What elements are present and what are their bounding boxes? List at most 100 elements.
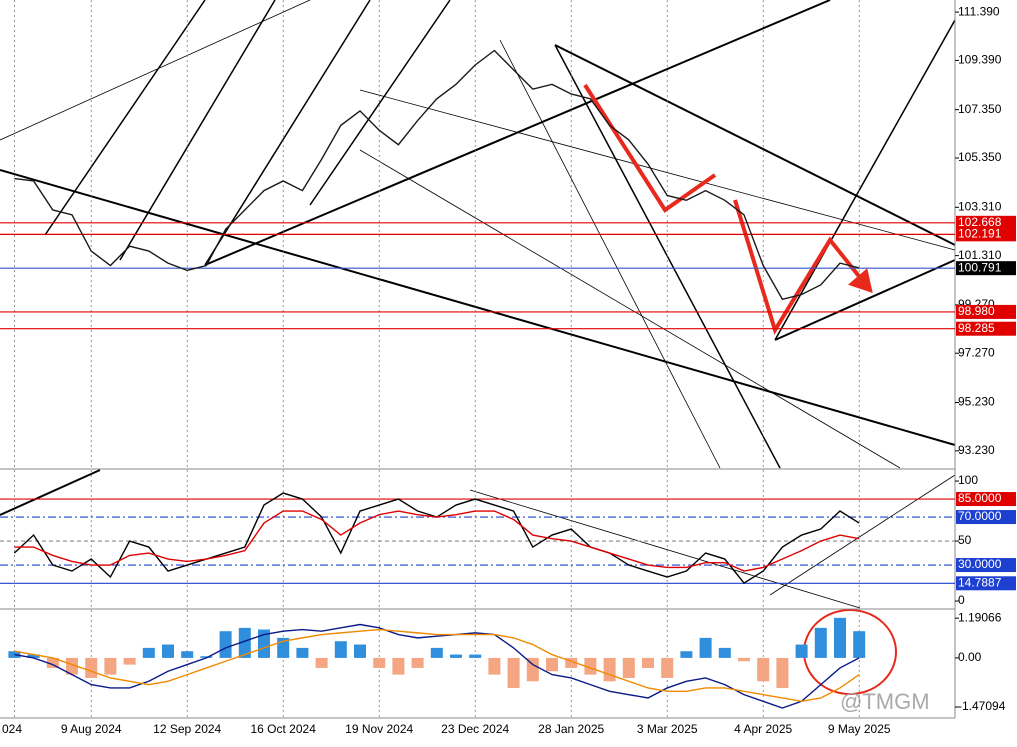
y-tick-label: 93.230 bbox=[958, 443, 995, 457]
y-tick-label: 95.230 bbox=[958, 395, 995, 409]
level-label: 70.0000 bbox=[958, 509, 1002, 523]
trend-line bbox=[769, 474, 956, 596]
y-tick-label: 0.00 bbox=[958, 650, 982, 664]
y-tick-label: 105.350 bbox=[958, 150, 1002, 164]
trend-line bbox=[0, 0, 311, 141]
histogram-bar bbox=[507, 657, 520, 688]
histogram-bar bbox=[603, 657, 616, 682]
histogram-bar bbox=[181, 651, 194, 658]
level-label: 85.0000 bbox=[958, 491, 1002, 505]
histogram-bar bbox=[162, 644, 174, 658]
level-label-bg bbox=[956, 227, 1016, 242]
level-label-bg bbox=[956, 261, 1016, 276]
level-label-bg bbox=[956, 558, 1016, 573]
trend-line bbox=[204, 0, 371, 266]
watermark: @TMGM bbox=[840, 689, 930, 714]
series-line bbox=[14, 628, 860, 703]
trend-line bbox=[0, 169, 956, 446]
histogram-bar bbox=[469, 654, 482, 658]
histogram-bar bbox=[450, 654, 462, 658]
histogram-bar bbox=[258, 629, 270, 658]
histogram-bar bbox=[104, 657, 117, 675]
histogram-bar bbox=[699, 637, 712, 658]
histogram-bar bbox=[795, 644, 808, 658]
histogram-bar bbox=[85, 657, 98, 678]
level-label-bg bbox=[956, 215, 1016, 230]
histogram-bar bbox=[354, 644, 366, 658]
level-label: 102.191 bbox=[958, 227, 1002, 241]
trend-line bbox=[119, 0, 276, 261]
x-tick-label: 3 Mar 2025 bbox=[637, 722, 698, 736]
arrow-head bbox=[848, 268, 873, 294]
trend-line bbox=[44, 0, 206, 236]
x-tick-label: 28 Jan 2025 bbox=[538, 722, 604, 736]
x-tick-label: 4 Apr 2025 bbox=[734, 722, 792, 736]
y-tick-label: 50 bbox=[958, 533, 972, 547]
histogram-bar bbox=[142, 647, 155, 658]
y-tick-label: 109.390 bbox=[958, 53, 1002, 67]
histogram-bar bbox=[296, 647, 309, 658]
y-tick-label: 111.390 bbox=[958, 4, 1000, 18]
histogram-bar bbox=[488, 657, 501, 675]
histogram-bar bbox=[546, 657, 558, 672]
histogram-bar bbox=[392, 657, 405, 675]
level-label: 98.285 bbox=[958, 321, 995, 335]
histogram-bar bbox=[661, 657, 674, 678]
trend-line bbox=[774, 259, 956, 341]
x-tick-label: 9 Aug 2024 bbox=[61, 722, 122, 736]
histogram-bar bbox=[238, 627, 251, 658]
histogram-bar bbox=[46, 657, 59, 668]
histogram-bar bbox=[776, 657, 789, 688]
level-label-bg bbox=[956, 492, 1016, 507]
histogram-bar bbox=[334, 641, 347, 658]
y-tick-label: -1.47094 bbox=[958, 699, 1006, 713]
histogram-bar bbox=[757, 657, 770, 682]
level-label-bg bbox=[956, 576, 1016, 591]
level-label-bg bbox=[956, 304, 1016, 319]
y-tick-label: 103.310 bbox=[958, 199, 1002, 213]
y-tick-label: 107.350 bbox=[958, 102, 1002, 116]
histogram-bar bbox=[565, 657, 578, 668]
histogram-bar bbox=[526, 657, 539, 682]
x-tick-label: 23 Dec 2024 bbox=[441, 722, 509, 736]
x-tick-label: 19 Nov 2024 bbox=[345, 722, 413, 736]
trend-line bbox=[554, 44, 956, 246]
trend-line bbox=[309, 0, 451, 206]
level-label-bg bbox=[956, 510, 1016, 525]
histogram-bar bbox=[814, 627, 827, 658]
trend-line bbox=[499, 39, 721, 469]
y-tick-label: 101.310 bbox=[958, 248, 1002, 262]
histogram-bar bbox=[430, 647, 443, 658]
histogram-bar bbox=[738, 657, 750, 662]
level-label: 30.0000 bbox=[958, 557, 1002, 571]
histogram-bar bbox=[219, 631, 232, 658]
histogram-bar bbox=[680, 651, 693, 658]
histogram-bar bbox=[200, 656, 213, 658]
trend-line bbox=[469, 489, 861, 609]
histogram-bar bbox=[315, 657, 328, 668]
y-tick-label: 100 bbox=[958, 473, 978, 487]
level-label: 102.668 bbox=[958, 215, 1002, 229]
histogram-bar bbox=[718, 647, 731, 658]
histogram-bar bbox=[411, 657, 424, 668]
trend-line bbox=[0, 469, 101, 516]
x-tick-label: 9 May 2025 bbox=[828, 722, 891, 736]
trend-lines bbox=[0, 0, 956, 609]
histogram-bar bbox=[834, 617, 846, 658]
series-line bbox=[14, 623, 860, 709]
y-tick-label: 0 bbox=[958, 593, 965, 607]
histogram-bar bbox=[642, 657, 654, 668]
histogram-bar bbox=[27, 654, 40, 658]
y-tick-label: 97.270 bbox=[958, 345, 995, 359]
level-label: 100.791 bbox=[958, 260, 1002, 274]
histogram-bar bbox=[123, 657, 136, 665]
histogram-bar bbox=[8, 651, 21, 658]
trend-line bbox=[774, 19, 956, 341]
level-label: 14.7887 bbox=[958, 575, 1002, 589]
x-tick-label: 024 bbox=[2, 722, 22, 736]
series-line bbox=[14, 49, 860, 301]
y-tick-label: 1.19066 bbox=[958, 610, 1002, 624]
histogram-bar bbox=[66, 657, 78, 675]
x-tick-label: 12 Sep 2024 bbox=[153, 722, 221, 736]
